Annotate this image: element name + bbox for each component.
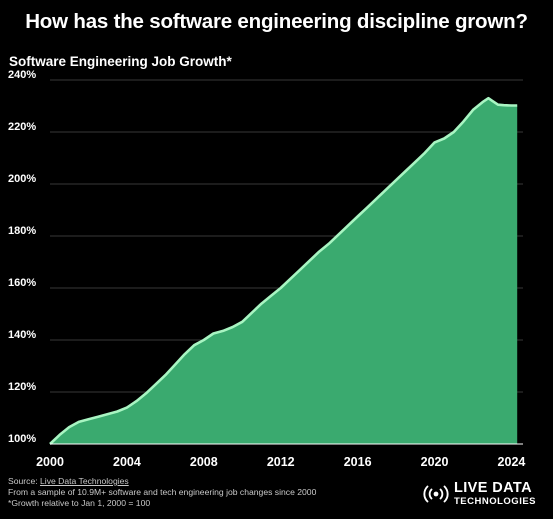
growth-series-line [49, 96, 518, 445]
y-tick-label: 180% [8, 225, 36, 237]
chart-subtitle: Software Engineering Job Growth* [9, 54, 232, 69]
chart-title: How has the software engineering discipl… [25, 10, 528, 33]
y-tick-label: 120% [8, 381, 36, 393]
source-prefix: Source: [8, 476, 41, 486]
x-tick-label: 2008 [190, 455, 218, 469]
y-tick-label: 140% [8, 329, 36, 341]
y-tick-label: 220% [8, 121, 36, 133]
x-tick-label: 2004 [113, 455, 141, 469]
x-tick-label: 2016 [344, 455, 372, 469]
x-tick-label: 2020 [421, 455, 449, 469]
growth-area [50, 98, 518, 444]
growth-note: *Growth relative to Jan 1, 2000 = 100 [8, 498, 151, 508]
y-tick-label: 160% [8, 277, 36, 289]
sample-note: From a sample of 10.9M+ software and tec… [8, 487, 317, 497]
x-tick-label: 2012 [267, 455, 295, 469]
y-tick-label: 240% [8, 69, 36, 81]
logo-line1: LIVE DATA [454, 480, 532, 496]
y-tick-labels: 100% 120% 140% 160% 180% 200% 220% 240% [8, 69, 36, 445]
y-tick-label: 200% [8, 173, 36, 185]
footer-notes: Source: Live Data Technologies From a sa… [8, 476, 316, 509]
live-data-logo: LIVE DATA TECHNOLOGIES [423, 481, 536, 506]
broadcast-icon [423, 485, 449, 502]
source-link[interactable]: Live Data Technologies [40, 476, 129, 486]
y-tick-label: 100% [8, 433, 36, 445]
x-tick-labels: 2000 2004 2008 2012 2016 2020 2024 [36, 455, 525, 469]
x-tick-label: 2000 [36, 455, 64, 469]
source-line: Source: Live Data Technologies [8, 476, 316, 487]
logo-line2: TECHNOLOGIES [454, 495, 537, 507]
x-tick-label: 2024 [498, 455, 526, 469]
